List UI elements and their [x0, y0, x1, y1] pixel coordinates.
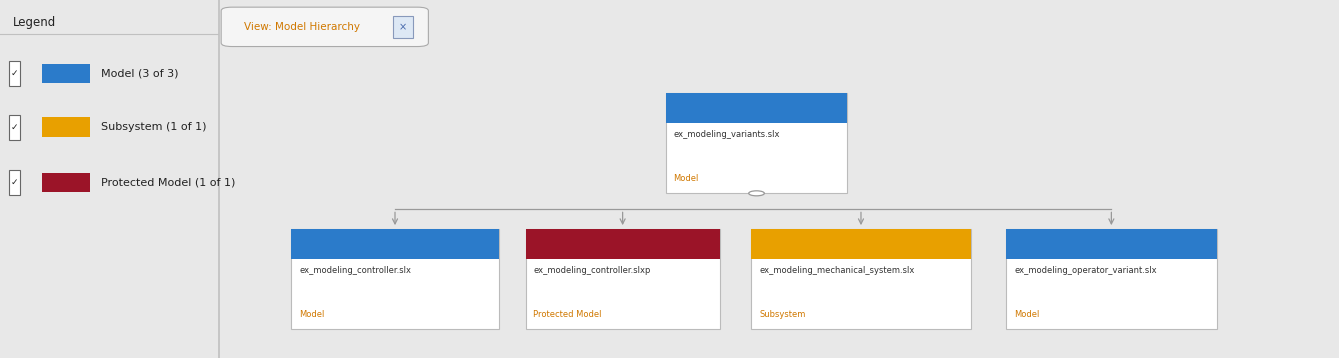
- Text: ✓: ✓: [11, 178, 19, 187]
- FancyBboxPatch shape: [291, 229, 498, 329]
- Text: Protected Model (1 of 1): Protected Model (1 of 1): [100, 178, 236, 188]
- Text: Model: Model: [674, 174, 699, 183]
- FancyBboxPatch shape: [42, 173, 90, 193]
- Text: ex_modeling_mechanical_system.slx: ex_modeling_mechanical_system.slx: [759, 266, 915, 275]
- Circle shape: [749, 191, 765, 196]
- FancyBboxPatch shape: [750, 229, 972, 259]
- Text: Model (3 of 3): Model (3 of 3): [100, 68, 178, 78]
- FancyBboxPatch shape: [667, 93, 848, 193]
- FancyBboxPatch shape: [9, 170, 20, 195]
- Text: ✓: ✓: [11, 69, 19, 78]
- FancyBboxPatch shape: [291, 229, 498, 259]
- FancyBboxPatch shape: [525, 229, 720, 259]
- Text: Model: Model: [300, 310, 325, 319]
- Text: View: Model Hierarchy: View: Model Hierarchy: [244, 22, 360, 32]
- FancyBboxPatch shape: [221, 7, 428, 47]
- FancyBboxPatch shape: [42, 117, 90, 137]
- FancyBboxPatch shape: [1006, 229, 1217, 329]
- Text: ex_modeling_controller.slxp: ex_modeling_controller.slxp: [533, 266, 651, 275]
- Text: Legend: Legend: [13, 16, 56, 29]
- FancyBboxPatch shape: [9, 115, 20, 140]
- Text: ex_modeling_operator_variant.slx: ex_modeling_operator_variant.slx: [1014, 266, 1157, 275]
- FancyBboxPatch shape: [392, 16, 412, 38]
- Text: Model: Model: [1014, 310, 1039, 319]
- FancyBboxPatch shape: [525, 229, 720, 329]
- FancyBboxPatch shape: [9, 61, 20, 86]
- FancyBboxPatch shape: [750, 229, 972, 329]
- FancyBboxPatch shape: [42, 63, 90, 83]
- Text: ✓: ✓: [11, 122, 19, 132]
- Text: ×: ×: [399, 22, 407, 32]
- Text: Protected Model: Protected Model: [533, 310, 601, 319]
- Text: Subsystem: Subsystem: [759, 310, 806, 319]
- Text: ex_modeling_controller.slx: ex_modeling_controller.slx: [300, 266, 411, 275]
- Text: ex_modeling_variants.slx: ex_modeling_variants.slx: [674, 130, 779, 139]
- Text: Subsystem (1 of 1): Subsystem (1 of 1): [100, 122, 206, 132]
- FancyBboxPatch shape: [667, 93, 848, 123]
- FancyBboxPatch shape: [1006, 229, 1217, 259]
